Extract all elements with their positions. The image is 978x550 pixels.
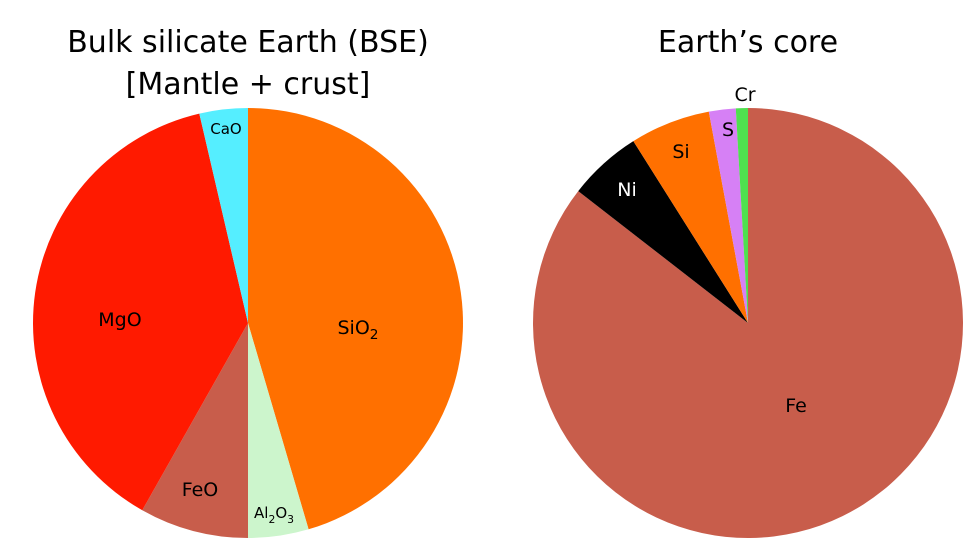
pie-slice-si	[633, 111, 748, 323]
slice-label: Si	[672, 141, 689, 163]
pie-slice-feo	[142, 323, 248, 538]
pie-slice-s	[708, 108, 748, 323]
pie-slice-ni	[578, 141, 748, 323]
slice-label: CaO	[210, 120, 241, 138]
chart-title-line-1: Bulk silicate Earth (BSE)	[67, 25, 429, 60]
chart-title-line-2: [Mantle + crust]	[126, 67, 371, 102]
slice-label: Fe	[785, 395, 807, 417]
pie-slice-alo	[248, 323, 309, 538]
core-pie-chart: Earth’s core Fe Ni Si SCr	[533, 25, 964, 538]
slice-label: FeO	[182, 479, 219, 501]
pie-slice-mgo	[33, 113, 248, 511]
pie-slice-cao	[199, 108, 248, 323]
pie-slice-fe	[533, 108, 964, 538]
chart-title-line-1: Earth’s core	[658, 25, 838, 60]
pie-slice-cr	[735, 108, 748, 323]
slice-label: S	[722, 119, 734, 141]
pie-slice-sio	[248, 108, 463, 530]
bse-pie-chart: Bulk silicate Earth (BSE) [Mantle + crus…	[33, 25, 463, 538]
slice-label: SiO2	[338, 317, 379, 343]
slice-label: Cr	[734, 84, 755, 106]
slice-label: Ni	[617, 179, 637, 201]
slice-label: MgO	[98, 309, 141, 331]
slice-label: Al2O3	[254, 504, 294, 526]
